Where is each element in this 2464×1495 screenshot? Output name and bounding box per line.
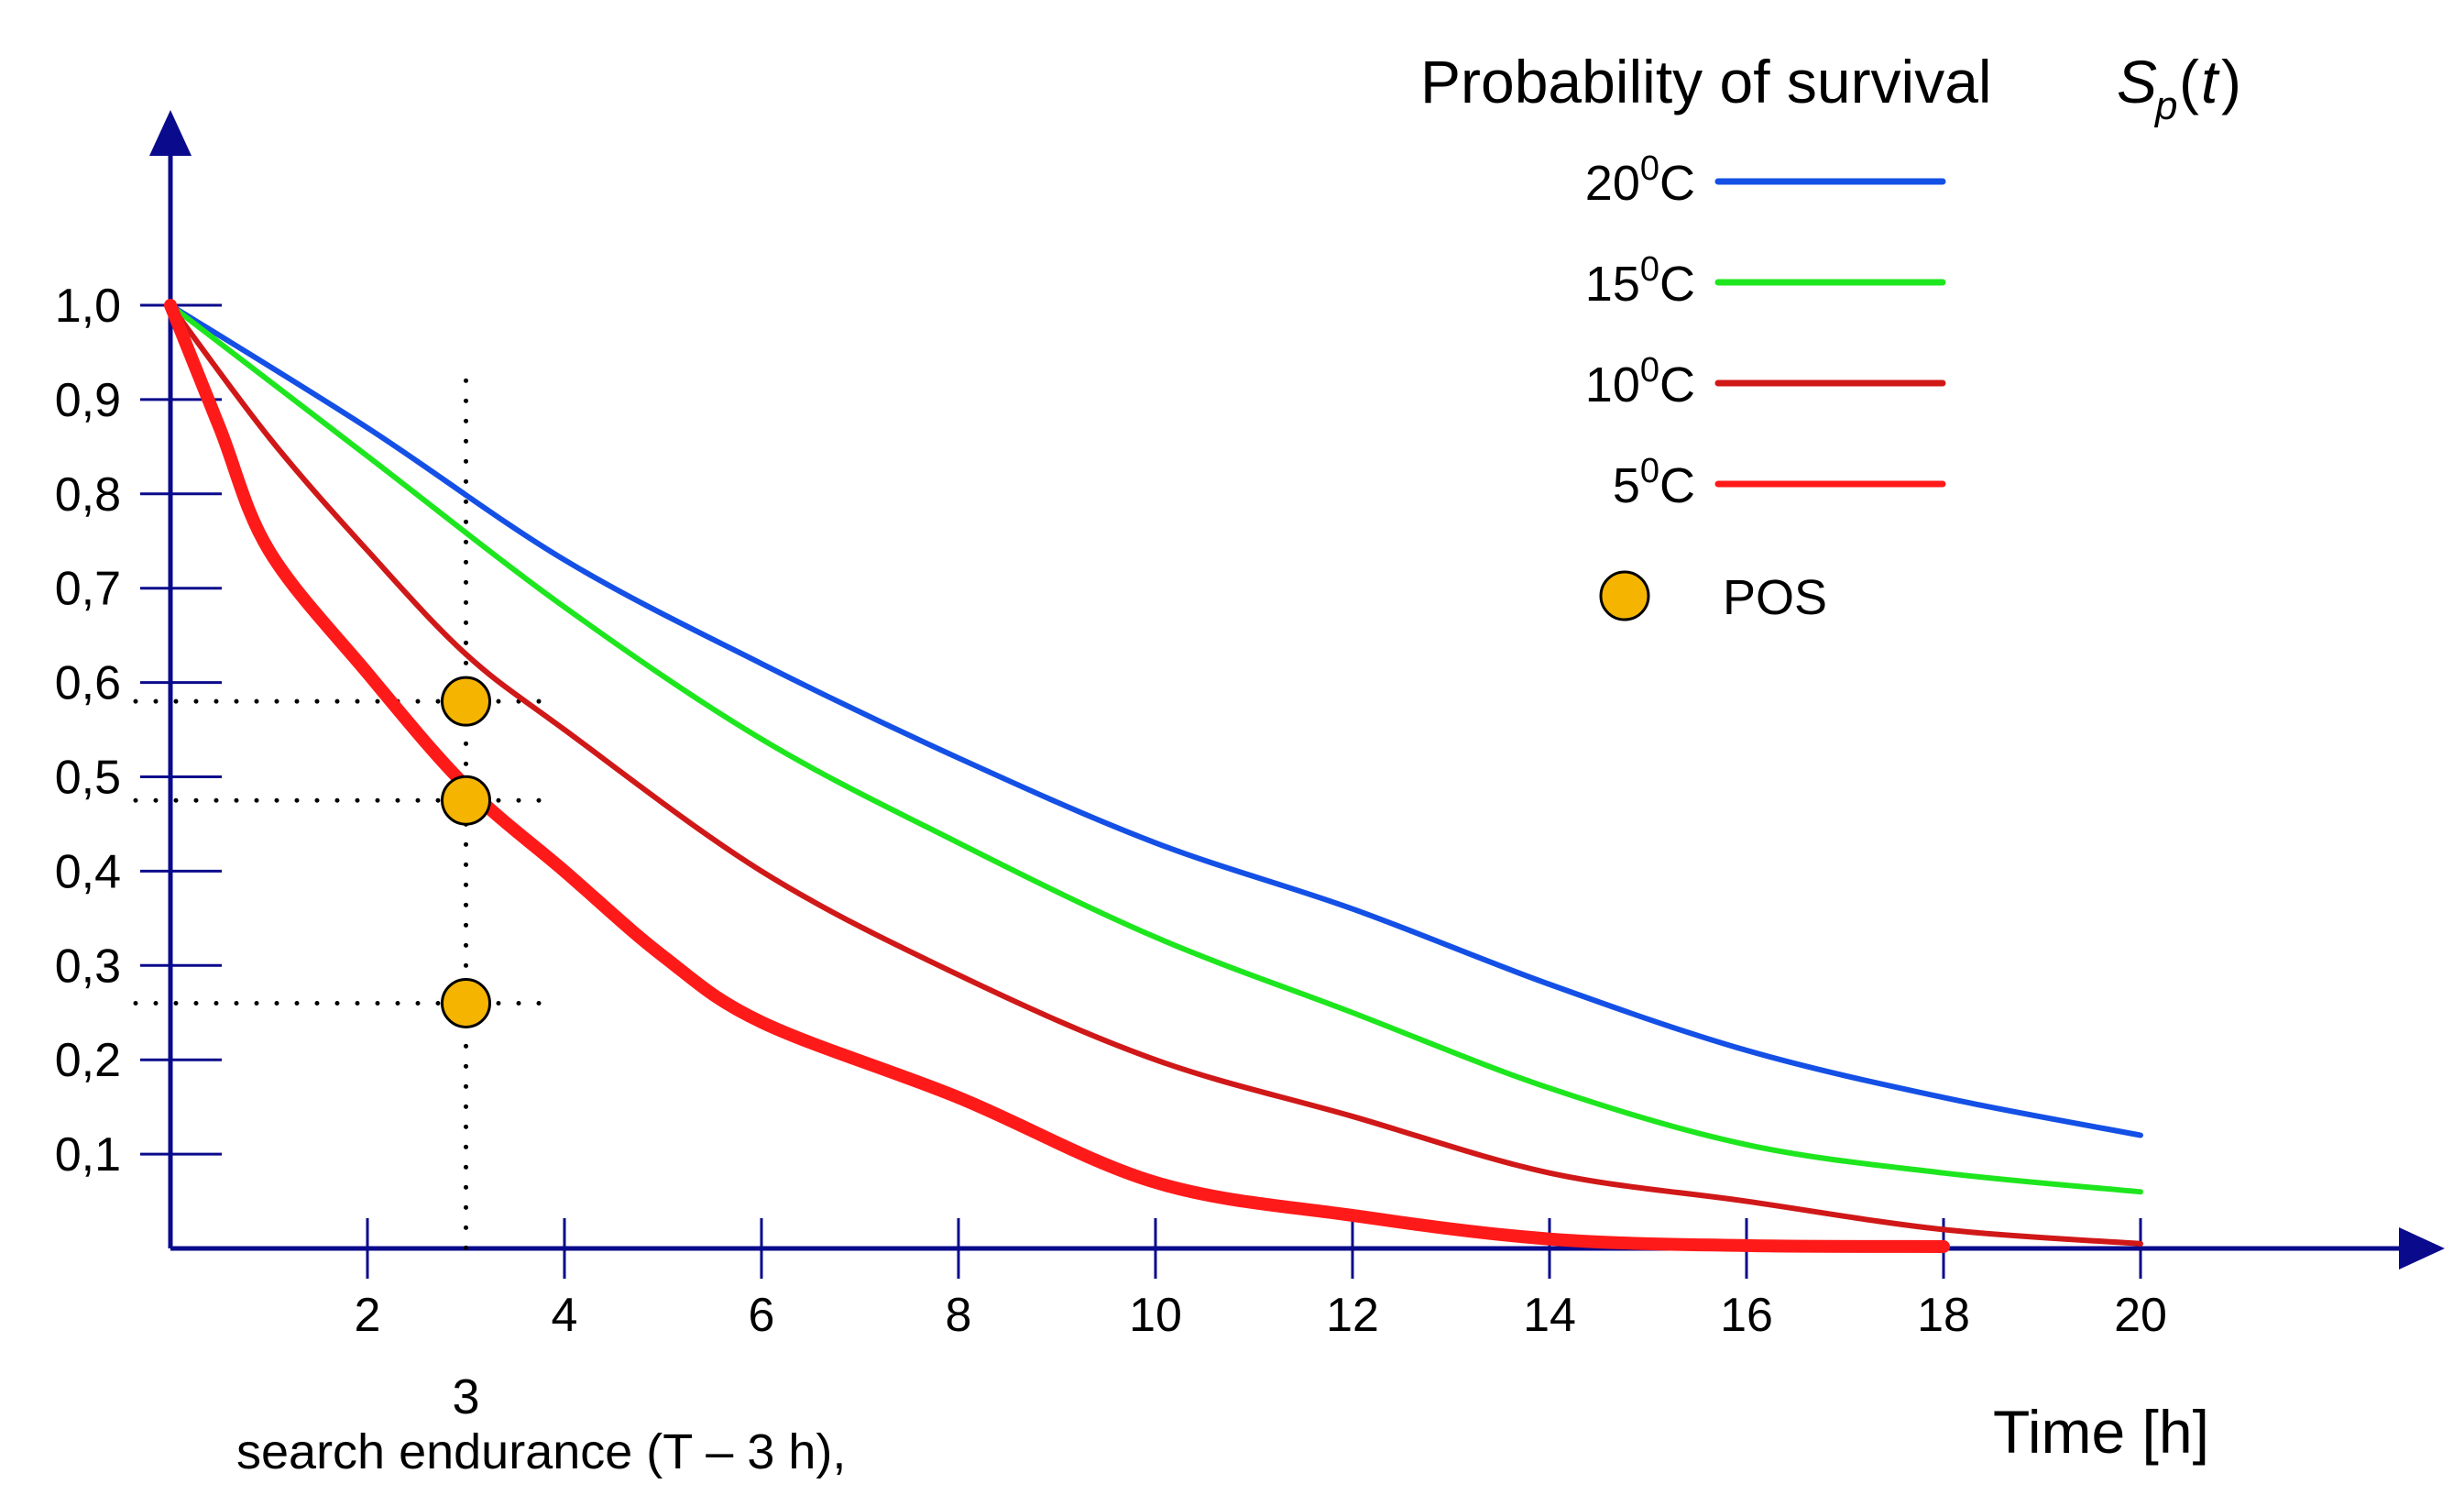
pos-points (441, 676, 491, 1028)
x-tick-label: 4 (552, 1289, 578, 1342)
x-tick-label: 16 (1720, 1289, 1773, 1342)
pos-point (441, 775, 491, 826)
search-endurance-caption: search endurance (T – 3 h), (236, 1424, 846, 1479)
title-symbol-close-paren: ) (2221, 48, 2241, 115)
y-tick-label: 0,9 (55, 374, 121, 427)
series-layer (164, 299, 2143, 1253)
title-symbol-arg: t (2201, 48, 2220, 115)
guide-lines (133, 378, 542, 1251)
y-tick-label: 0,5 (55, 752, 121, 805)
pos-point (441, 676, 491, 727)
x-ticks: 2 4 6 8 10 12 14 16 18 20 (355, 1218, 2167, 1342)
x-axis-title: Time [h] (1993, 1398, 2209, 1466)
x-tick-label: 2 (355, 1289, 381, 1342)
legend-label-15c: 150C (1585, 250, 1695, 312)
title-symbol-main: S (2117, 48, 2157, 115)
y-tick-label: 1,0 (55, 280, 121, 333)
legend: 200C 150C 100C 50C POS (1585, 149, 1946, 625)
pos-point (441, 977, 491, 1028)
x-tick-label: 12 (1326, 1289, 1379, 1342)
title-symbol-open-paren: ( (2179, 48, 2199, 115)
series-line-10c (168, 302, 2143, 1247)
title-text: Probability of survival (1420, 48, 1992, 115)
x-tick-label: 8 (946, 1289, 972, 1342)
y-tick-label: 0,2 (55, 1034, 121, 1087)
x-tick-label: 18 (1917, 1289, 1970, 1342)
search-endurance-marker-label: 3 (452, 1369, 479, 1424)
y-tick-label: 0,8 (55, 468, 121, 522)
legend-pos-marker (1599, 570, 1650, 621)
x-axis-arrow (2399, 1227, 2445, 1270)
y-tick-label: 0,7 (55, 563, 121, 616)
title-symbol-sub: p (2153, 83, 2177, 128)
x-tick-label: 14 (1523, 1289, 1576, 1342)
y-tick-label: 0,1 (55, 1128, 121, 1182)
legend-label-10c: 100C (1585, 351, 1695, 412)
x-tick-label: 6 (749, 1289, 775, 1342)
series-line-15c (168, 302, 2143, 1195)
y-tick-label: 0,3 (55, 940, 121, 993)
chart-title: Probability of survival S p ( t ) (1420, 48, 2241, 128)
series-line-20c (168, 302, 2143, 1138)
legend-label-pos: POS (1723, 570, 1827, 625)
x-tick-label: 20 (2114, 1289, 2167, 1342)
axes (149, 110, 2445, 1270)
y-tick-label: 0,6 (55, 657, 121, 710)
legend-label-5c: 50C (1613, 452, 1695, 513)
series-line-5c (164, 299, 1950, 1253)
legend-label-20c: 200C (1585, 149, 1695, 211)
y-axis-arrow (149, 110, 192, 156)
x-tick-label: 10 (1129, 1289, 1182, 1342)
y-ticks: 0,1 0,2 0,3 0,4 0,5 0,6 0,7 0,8 0,9 1,0 (55, 280, 222, 1182)
y-tick-label: 0,4 (55, 845, 121, 898)
